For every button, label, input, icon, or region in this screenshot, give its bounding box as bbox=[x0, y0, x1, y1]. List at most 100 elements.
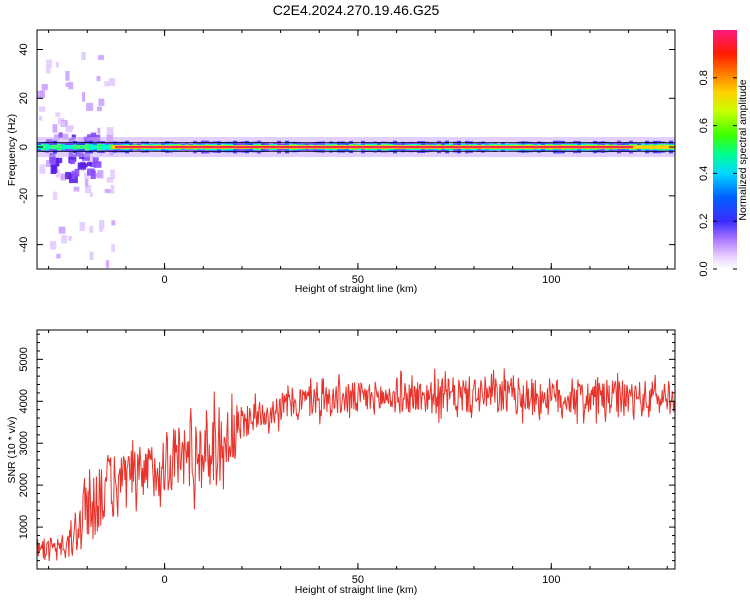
spectrogram-halo-cell bbox=[85, 143, 89, 151]
spectrogram-noise-cell bbox=[92, 157, 99, 164]
spectrogram-noise-cell bbox=[96, 75, 101, 82]
spectrogram-halo-cell bbox=[101, 143, 105, 151]
spectrogram-noise-cell bbox=[65, 70, 70, 81]
spectrogram-noise-cell bbox=[79, 221, 86, 231]
spectrogram-halo-cell bbox=[57, 143, 61, 151]
spectrogram-halo-cell bbox=[61, 144, 65, 150]
spectrogram-halo-cell bbox=[49, 145, 53, 150]
snr-x-tick-label: 50 bbox=[352, 574, 364, 586]
spectrogram-y-tick-label: 0 bbox=[18, 144, 30, 150]
spectrogram-halo-cell bbox=[93, 144, 97, 150]
spectrogram-noise-cell bbox=[40, 90, 46, 99]
spectrogram-noise-cell bbox=[111, 244, 115, 253]
spectrogram-noise-cell bbox=[90, 132, 97, 137]
spectrogram-noise-cell bbox=[65, 82, 69, 87]
colorbar-gradient bbox=[713, 30, 737, 269]
colorbar-tick-label: 0.6 bbox=[698, 118, 710, 133]
snr-x-tick-label: 100 bbox=[542, 574, 560, 586]
spectrogram-noise-cell bbox=[106, 127, 114, 136]
spectrogram-noise-cell bbox=[65, 171, 72, 180]
spectrogram-halo-cell bbox=[81, 145, 85, 150]
spectrogram-noise-cell bbox=[89, 162, 97, 168]
spectrogram-noise-cell bbox=[86, 102, 94, 111]
spectrogram-halo-cell bbox=[73, 144, 77, 150]
spectrogram-ticks: 0 50 100 40 20 0 -20 -40 bbox=[18, 30, 675, 286]
spectrogram-halo-cell bbox=[45, 143, 49, 151]
spectrogram-x-axis-label: Height of straight line (km) bbox=[295, 283, 418, 295]
spectrogram-halo-cell bbox=[77, 144, 81, 150]
spectrogram-noise-cell bbox=[73, 186, 80, 192]
spectrogram-noise-cell bbox=[68, 235, 73, 241]
snr-series-line bbox=[37, 368, 675, 562]
spectrogram-noise-cell bbox=[68, 155, 73, 164]
spectrogram-halo-cell bbox=[69, 144, 73, 150]
snr-y-tick-label: 5000 bbox=[18, 347, 30, 371]
spectrogram-noise-cell bbox=[77, 162, 87, 170]
spectrogram-noise-cell bbox=[98, 219, 105, 229]
snr-y-tick-label: 4000 bbox=[18, 389, 30, 413]
colorbar-ticks: 0.0 0.2 0.4 0.6 0.8 bbox=[698, 70, 737, 277]
spectrogram-noise-cell bbox=[87, 161, 92, 167]
spectrogram-noise-cell bbox=[81, 52, 86, 61]
spectrogram-noise-cell bbox=[98, 98, 105, 106]
spectrogram-noise-cell bbox=[68, 82, 74, 90]
spectrogram-panel: 0 50 100 40 20 0 -20 -40 Height of straight lin… bbox=[6, 29, 676, 295]
snr-x-axis-label: Height of straight line (km) bbox=[295, 584, 418, 596]
spectrogram-noise-cell bbox=[55, 112, 61, 117]
spectrogram-noise-cell bbox=[89, 225, 94, 233]
spectrogram-halo-cell bbox=[89, 144, 93, 150]
spectrogram-noise-cell bbox=[71, 170, 76, 179]
snr-x-tick-label: 0 bbox=[162, 574, 168, 586]
spectrogram-noise-cell bbox=[106, 176, 114, 183]
spectrogram-noise-cell bbox=[39, 164, 46, 174]
spectrogram-noise-cell bbox=[58, 226, 66, 234]
spectrogram-noise-cell bbox=[60, 121, 66, 126]
snr-panel: 0 50 100 1000 2000 3000 4000 5000 Height of str… bbox=[6, 329, 676, 596]
spectrogram-noise-cell bbox=[87, 168, 95, 176]
colorbar-tick-label: 0.0 bbox=[698, 261, 710, 276]
snr-y-tick-label: 1000 bbox=[18, 515, 30, 539]
spectrogram-noise-cell bbox=[52, 124, 58, 133]
spectrogram-y-tick-label: 40 bbox=[18, 43, 30, 55]
spectrogram-noise-cell bbox=[58, 132, 63, 139]
spectrogram-noise-cell bbox=[56, 253, 61, 259]
spectrogram-noise-cell bbox=[52, 191, 58, 200]
spectrogram-noise-cell bbox=[89, 192, 93, 198]
colorbar-tick-label: 0.4 bbox=[698, 166, 710, 181]
spectrogram-noise-cell bbox=[84, 185, 92, 194]
spectrogram-noise-cell bbox=[71, 154, 77, 162]
spectrogram-noise-cell bbox=[74, 168, 80, 177]
spectrogram-noise-cell bbox=[67, 125, 75, 130]
snr-plot-area bbox=[37, 368, 675, 562]
spectrogram-x-tick-label: 0 bbox=[162, 274, 168, 286]
spectrogram-y-tick-label: -40 bbox=[18, 237, 30, 253]
spectrogram-noise-cell bbox=[97, 127, 101, 134]
spectrogram-halo-cell bbox=[97, 143, 101, 151]
spectrogram-noise-cell bbox=[49, 241, 57, 250]
spectrogram-noise-cell bbox=[45, 159, 52, 167]
spectrogram-noise-cell bbox=[49, 154, 56, 164]
spectrogram-x-tick-label: 100 bbox=[542, 274, 560, 286]
spectrogram-noise-cell bbox=[46, 59, 52, 68]
spectrogram-noise-cell bbox=[71, 134, 76, 140]
spectrogram-halo-cell bbox=[65, 144, 69, 150]
spectrogram-noise-cell bbox=[50, 164, 56, 175]
snr-y-tick-label: 3000 bbox=[18, 431, 30, 455]
spectrogram-noise-cell bbox=[84, 172, 89, 179]
snr-y-axis-label: SNR (10 * v/v) bbox=[6, 416, 18, 483]
spectrogram-y-tick-label: 20 bbox=[18, 92, 30, 104]
spectrogram-noise-cell bbox=[45, 66, 51, 74]
snr-frame bbox=[36, 329, 676, 570]
spectrogram-noise-cell bbox=[97, 55, 105, 60]
spectrogram-noise-cell bbox=[104, 188, 111, 194]
snr-ticks: 0 50 100 1000 2000 3000 4000 5000 bbox=[18, 330, 675, 586]
spectrogram-noise-cell bbox=[84, 179, 89, 187]
spectrogram-noise-cell bbox=[38, 106, 46, 112]
spectrogram-noise-cell bbox=[99, 226, 104, 232]
colorbar-tick-label: 0.2 bbox=[698, 214, 710, 229]
spectrogram-heatmap bbox=[37, 52, 675, 268]
spectrogram-ridge-core bbox=[115, 145, 633, 149]
spectrogram-halo-cell bbox=[109, 144, 113, 150]
